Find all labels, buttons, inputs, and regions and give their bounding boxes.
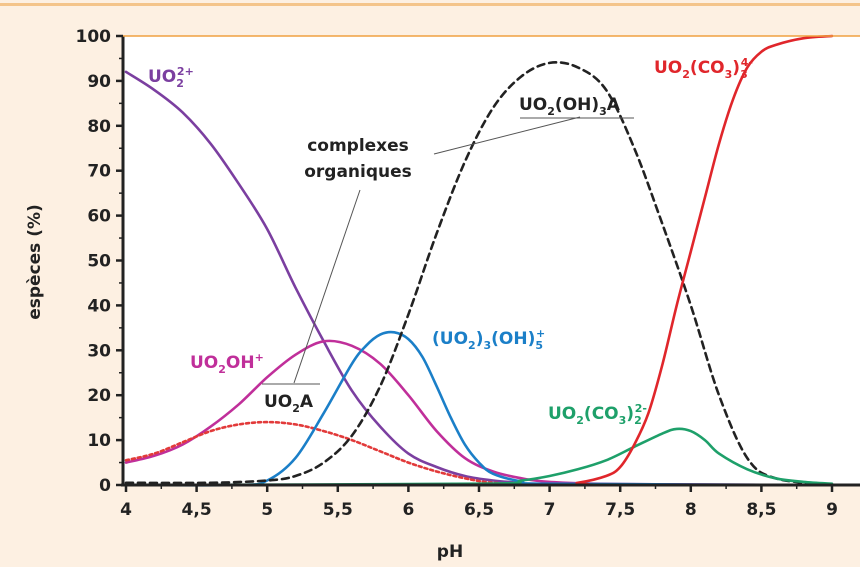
y-tick-label: 0 (99, 476, 111, 496)
y-tick-label: 60 (87, 207, 111, 227)
leader-line-uo2-oh-3-a (433, 116, 581, 155)
plot-area (123, 36, 860, 485)
x-tick-label: 6,5 (464, 500, 494, 520)
label-uo2-co3-3: UO2(CO3)34- (654, 56, 753, 81)
series-line-uo2a (124, 420, 551, 487)
label-uo2-3-oh-5: (UO2)3(OH)5+ (432, 327, 545, 352)
x-tick-label: 9 (826, 500, 838, 520)
x-axis-title: pH (437, 542, 463, 562)
series-layer (124, 34, 834, 487)
x-tick-label: 4,5 (182, 500, 212, 520)
series-line-uo2co32 (124, 427, 834, 487)
leader-line-uo2a (293, 189, 361, 384)
top-frame-line (0, 3, 860, 6)
x-tick-label: 8 (685, 500, 697, 520)
y-tick-label: 50 (87, 252, 111, 272)
x-tick-label: 6 (402, 500, 414, 520)
series-line-uo2oh (124, 339, 834, 487)
label-uo2a: UO2A (264, 392, 314, 415)
x-tick-label: 5 (261, 500, 273, 520)
y-tick-label: 70 (87, 162, 111, 182)
y-tick-label: 90 (87, 72, 111, 92)
y-tick-label: 30 (87, 341, 111, 361)
y-tick-label: 10 (87, 431, 111, 451)
y-tick-label: 20 (87, 386, 111, 406)
x-tick-label: 5,5 (323, 500, 353, 520)
series-line-uo2oh3a (124, 61, 834, 487)
y-tick-label: 40 (87, 296, 111, 316)
y-tick-label: 80 (87, 117, 111, 137)
x-tick-label: 7 (544, 500, 556, 520)
x-tick-label: 8,5 (746, 500, 776, 520)
label-uo2oh-plus: UO2OH+ (190, 351, 264, 376)
y-axis-title: espèces (%) (25, 204, 45, 320)
x-tick-label: 7,5 (605, 500, 635, 520)
label-uo2-oh-3-a: UO2(OH)3A (519, 95, 621, 118)
label-organiques: organiques (304, 162, 412, 182)
y-tick-label: 100 (76, 27, 112, 47)
axes-layer: 0 10 20 30 40 50 60 70 80 90 100 4 4,5 5 5,5 6 6,5 7 7,5 8 8… (76, 27, 860, 520)
label-uo2-2plus: UO22+ (148, 65, 194, 90)
label-uo2-co3-2: UO2(CO3)22- (548, 402, 647, 427)
x-tick-label: 4 (120, 500, 132, 520)
label-complexes: complexes (307, 136, 409, 156)
